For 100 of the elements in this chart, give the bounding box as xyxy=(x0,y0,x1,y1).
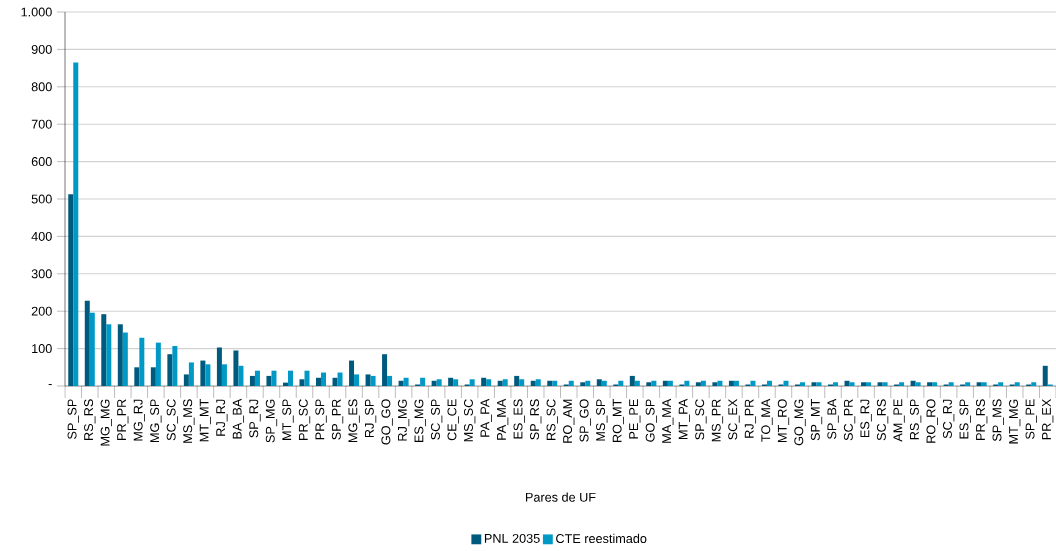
bar xyxy=(481,377,487,386)
bar xyxy=(448,377,454,386)
bar xyxy=(502,379,508,386)
bar xyxy=(238,365,244,386)
bar xyxy=(662,380,668,386)
bar xyxy=(337,372,343,386)
bar xyxy=(200,360,206,386)
bar xyxy=(844,380,850,386)
bar xyxy=(596,379,602,386)
bar xyxy=(139,337,145,386)
bar xyxy=(266,375,272,386)
legend-label: PNL 2035 xyxy=(484,533,540,543)
x-tick-label: SP_GO xyxy=(579,399,591,442)
x-tick-label: RO_RO xyxy=(926,399,938,443)
bar xyxy=(354,374,360,386)
x-tick-label: MG_RJ xyxy=(133,399,145,441)
bar xyxy=(183,374,189,386)
x-tick-label: RS_SP xyxy=(909,399,922,440)
x-tick-label: SP_RS xyxy=(530,399,542,440)
x-tick-label: RJ_MG xyxy=(397,399,410,441)
bar xyxy=(552,380,558,386)
bar xyxy=(167,354,173,386)
x-tick-label: MS_SP xyxy=(596,399,608,441)
x-tick-label: BA_BA xyxy=(232,398,245,439)
bar xyxy=(800,382,805,386)
x-tick-label: SC_RS xyxy=(876,399,889,441)
bar xyxy=(811,382,817,386)
bar xyxy=(877,382,883,386)
bar xyxy=(717,380,723,386)
x-tick-label: GO_SP xyxy=(645,399,658,442)
x-tick-label: ES_MG xyxy=(414,399,426,443)
x-tick-label: SP_BA xyxy=(827,398,839,439)
bar xyxy=(585,380,591,386)
bar xyxy=(601,380,607,386)
bar xyxy=(849,382,855,386)
bar xyxy=(629,375,635,386)
bar xyxy=(382,354,388,386)
bar xyxy=(188,362,194,386)
bar xyxy=(1014,382,1020,386)
bar xyxy=(750,380,756,386)
bar xyxy=(712,382,718,386)
bar xyxy=(667,380,673,386)
x-tick-label: PR_SP xyxy=(315,399,327,440)
bar xyxy=(299,379,305,386)
x-tick-label: SP_SP xyxy=(67,399,79,439)
bar xyxy=(695,382,701,386)
x-tick-label: RO_MT xyxy=(612,399,624,442)
x-tick-label: RS_SC xyxy=(546,399,558,440)
bar xyxy=(981,382,987,386)
bar xyxy=(861,382,867,386)
bar xyxy=(106,324,112,386)
bar xyxy=(866,382,872,386)
y-tick-label: 200 xyxy=(31,306,52,316)
x-tick-label: RO_AM xyxy=(563,399,575,443)
x-tick-label: MA_MA xyxy=(662,398,674,443)
bar xyxy=(486,379,492,386)
bar xyxy=(651,380,657,386)
x-tick-label: MT_RO xyxy=(777,399,790,442)
x-tick-label: MS_SC xyxy=(463,399,476,442)
x-tick-label: RJ_RJ xyxy=(216,399,228,436)
x-tick-label: SP_MG xyxy=(265,399,278,443)
bar xyxy=(618,380,624,386)
x-tick-label: SC_RJ xyxy=(942,399,955,439)
bar xyxy=(403,377,409,386)
bar xyxy=(420,377,426,386)
bar xyxy=(155,342,161,386)
bar xyxy=(469,379,475,386)
x-tick-label: PE_PE xyxy=(629,399,641,439)
bar xyxy=(816,382,822,386)
y-tick-label: 800 xyxy=(31,82,52,92)
bar xyxy=(965,382,971,386)
bar xyxy=(932,382,938,386)
bar xyxy=(547,380,553,386)
bar xyxy=(948,382,954,386)
x-tick-label: AM_PE xyxy=(893,399,905,442)
bar xyxy=(332,377,338,386)
bar xyxy=(387,375,393,386)
bar xyxy=(271,370,277,386)
bar xyxy=(568,380,574,386)
x-tick-label: GO_GO xyxy=(381,399,393,445)
y-tick-label: 900 xyxy=(31,44,52,54)
x-tick-label: MT_PA xyxy=(678,398,690,439)
y-tick-label: 400 xyxy=(31,231,52,241)
y-tick-label: 300 xyxy=(31,269,52,279)
x-tick-label: MT_MT xyxy=(199,399,211,442)
bar xyxy=(519,379,525,386)
bar xyxy=(1042,365,1048,386)
x-tick-label: PR_RS xyxy=(975,399,988,440)
bar xyxy=(833,382,839,386)
x-tick-label: PR_SC xyxy=(298,399,311,440)
x-tick-label: SC_EX xyxy=(728,398,740,440)
bar xyxy=(287,370,293,386)
y-tick-label: 100 xyxy=(32,344,52,354)
bar xyxy=(249,375,255,386)
x-tick-label: GO_MG xyxy=(794,399,806,446)
bar xyxy=(530,380,536,386)
bar xyxy=(998,382,1004,386)
bar xyxy=(84,300,90,386)
x-tick-label: RJ_SP xyxy=(364,399,377,438)
bar xyxy=(365,374,371,386)
